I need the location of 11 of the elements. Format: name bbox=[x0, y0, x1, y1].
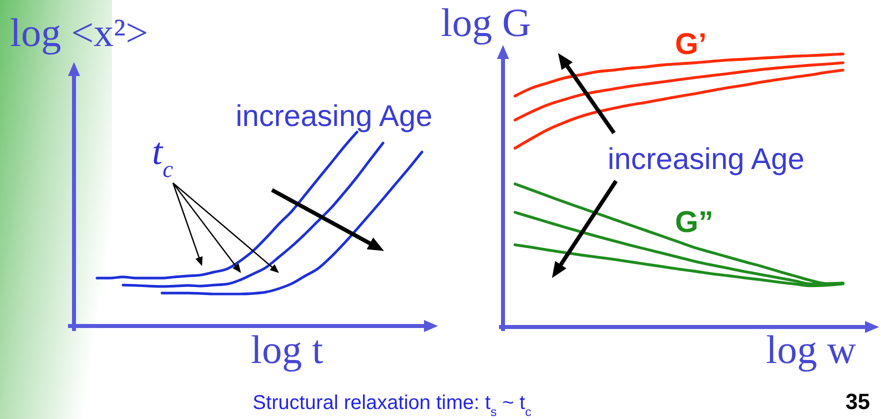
annotation: increasing Age bbox=[608, 143, 804, 176]
x-axis-title: log t bbox=[250, 327, 324, 372]
series-label: G” bbox=[675, 206, 714, 240]
series-label: G’ bbox=[675, 28, 707, 61]
y-axis-title: log <x²> bbox=[10, 10, 148, 55]
text: Structural relaxation time: t$_{s}$ ~ t$_{c}$ bbox=[252, 392, 532, 419]
text: 35 bbox=[846, 389, 870, 414]
x-axis-title: log w bbox=[766, 327, 856, 372]
annotation: increasing Age bbox=[236, 100, 432, 133]
annotation: t$_{c}$ bbox=[152, 131, 174, 183]
y-axis-title: log G bbox=[441, 0, 531, 45]
